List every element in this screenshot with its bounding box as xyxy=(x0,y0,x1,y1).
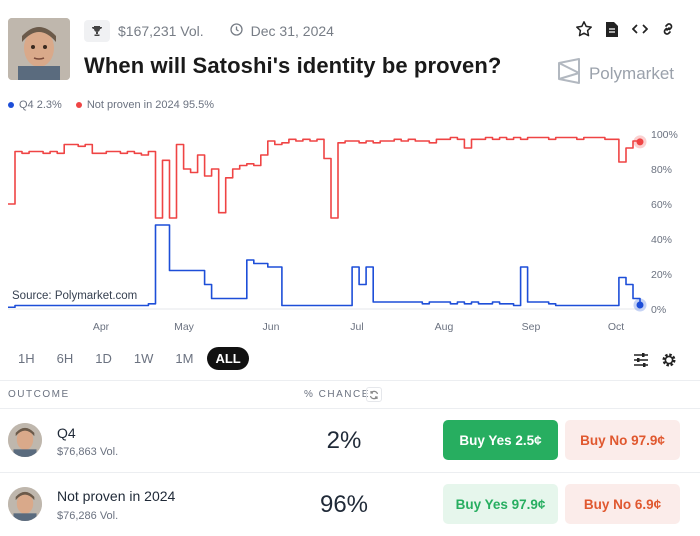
brand-name: Polymarket xyxy=(588,63,674,83)
time-range-6h[interactable]: 6H xyxy=(56,351,74,366)
outcome-chance: 2% xyxy=(326,427,362,454)
legend-item-q4: Q4 2.3% xyxy=(8,99,62,111)
table-top-divider xyxy=(0,380,700,381)
outcome-chance: 96% xyxy=(319,491,369,518)
market-avatar xyxy=(8,18,70,80)
x-tick-label: Aug xyxy=(435,321,454,333)
y-tick-label: 100% xyxy=(651,129,678,141)
series-line-0 xyxy=(8,136,641,219)
outcome-name: Q4 xyxy=(57,425,76,441)
legend-label: Q4 2.3% xyxy=(19,99,62,111)
market-volume: $167,231 Vol. xyxy=(118,23,204,39)
x-tick-label: Oct xyxy=(608,321,624,333)
page-title: When will Satoshi's identity be proven? xyxy=(84,53,502,78)
y-tick-label: 20% xyxy=(651,269,672,281)
legend-label: Not proven in 2024 95.5% xyxy=(86,99,215,111)
x-tick-label: Sep xyxy=(522,321,541,333)
x-tick-label: Apr xyxy=(93,321,110,333)
polymarket-brand: Polymarket xyxy=(557,58,674,89)
buy-yes-button[interactable]: Buy Yes 97.9¢ xyxy=(443,484,558,524)
chart-source: Source: Polymarket.com xyxy=(8,289,142,303)
document-icon[interactable] xyxy=(602,18,622,40)
time-range-1w[interactable]: 1W xyxy=(133,351,154,366)
y-tick-label: 80% xyxy=(651,164,672,176)
series-endpoint xyxy=(636,301,644,309)
time-range-all[interactable]: ALL xyxy=(207,347,249,370)
buy-no-button[interactable]: Buy No 97.9¢ xyxy=(565,420,680,460)
row-divider xyxy=(0,472,700,473)
chance-column-header: % CHANCE xyxy=(304,389,370,400)
settings-gear-icon[interactable] xyxy=(660,351,678,369)
buy-no-button[interactable]: Buy No 6.9¢ xyxy=(565,484,680,524)
link-icon[interactable] xyxy=(658,18,678,40)
market-actions xyxy=(574,18,678,40)
legend-dot xyxy=(8,102,14,108)
series-endpoint xyxy=(636,138,644,146)
trophy-icon xyxy=(84,20,110,42)
outcome-avatar xyxy=(8,423,42,457)
code-embed-icon[interactable] xyxy=(630,18,650,40)
refresh-icon[interactable] xyxy=(366,387,382,402)
chart-controls xyxy=(632,351,678,369)
outcome-volume: $76,286 Vol. xyxy=(57,510,119,522)
sliders-icon[interactable] xyxy=(632,351,650,369)
y-tick-label: 40% xyxy=(651,234,672,246)
chart-legend: Q4 2.3% Not proven in 2024 95.5% xyxy=(8,99,214,111)
time-range-1m[interactable]: 1M xyxy=(175,351,194,366)
outcome-column-header: OUTCOME xyxy=(8,389,70,400)
legend-dot xyxy=(75,102,82,108)
market-meta: $167,231 Vol. Dec 31, 2024 xyxy=(84,18,334,44)
series-line-1 xyxy=(8,224,641,309)
price-chart[interactable]: 100% 80% 60% 40% 20% 0% Apr May Jun Jul Aug Sep Oct xyxy=(0,118,700,340)
y-tick-label: 60% xyxy=(651,199,672,211)
outcome-avatar xyxy=(8,487,42,521)
time-range-1h[interactable]: 1H xyxy=(18,351,35,366)
x-tick-label: May xyxy=(174,321,195,333)
row-divider xyxy=(0,408,700,409)
polymarket-logo-icon xyxy=(557,58,581,89)
x-tick-label: Jun xyxy=(263,321,280,333)
outcome-name: Not proven in 2024 xyxy=(57,488,176,504)
time-range-1d[interactable]: 1D xyxy=(95,351,112,366)
time-range-selector: 1H 6H 1D 1W 1M ALL xyxy=(10,347,249,370)
star-icon[interactable] xyxy=(574,18,594,40)
outcome-volume: $76,863 Vol. xyxy=(57,446,119,458)
y-tick-label: 0% xyxy=(651,304,666,316)
x-tick-label: Jul xyxy=(350,321,363,333)
clock-icon xyxy=(229,23,243,39)
market-end-date: Dec 31, 2024 xyxy=(250,23,334,39)
buy-yes-button[interactable]: Buy Yes 2.5¢ xyxy=(443,420,558,460)
legend-item-not-proven: Not proven in 2024 95.5% xyxy=(75,99,215,111)
